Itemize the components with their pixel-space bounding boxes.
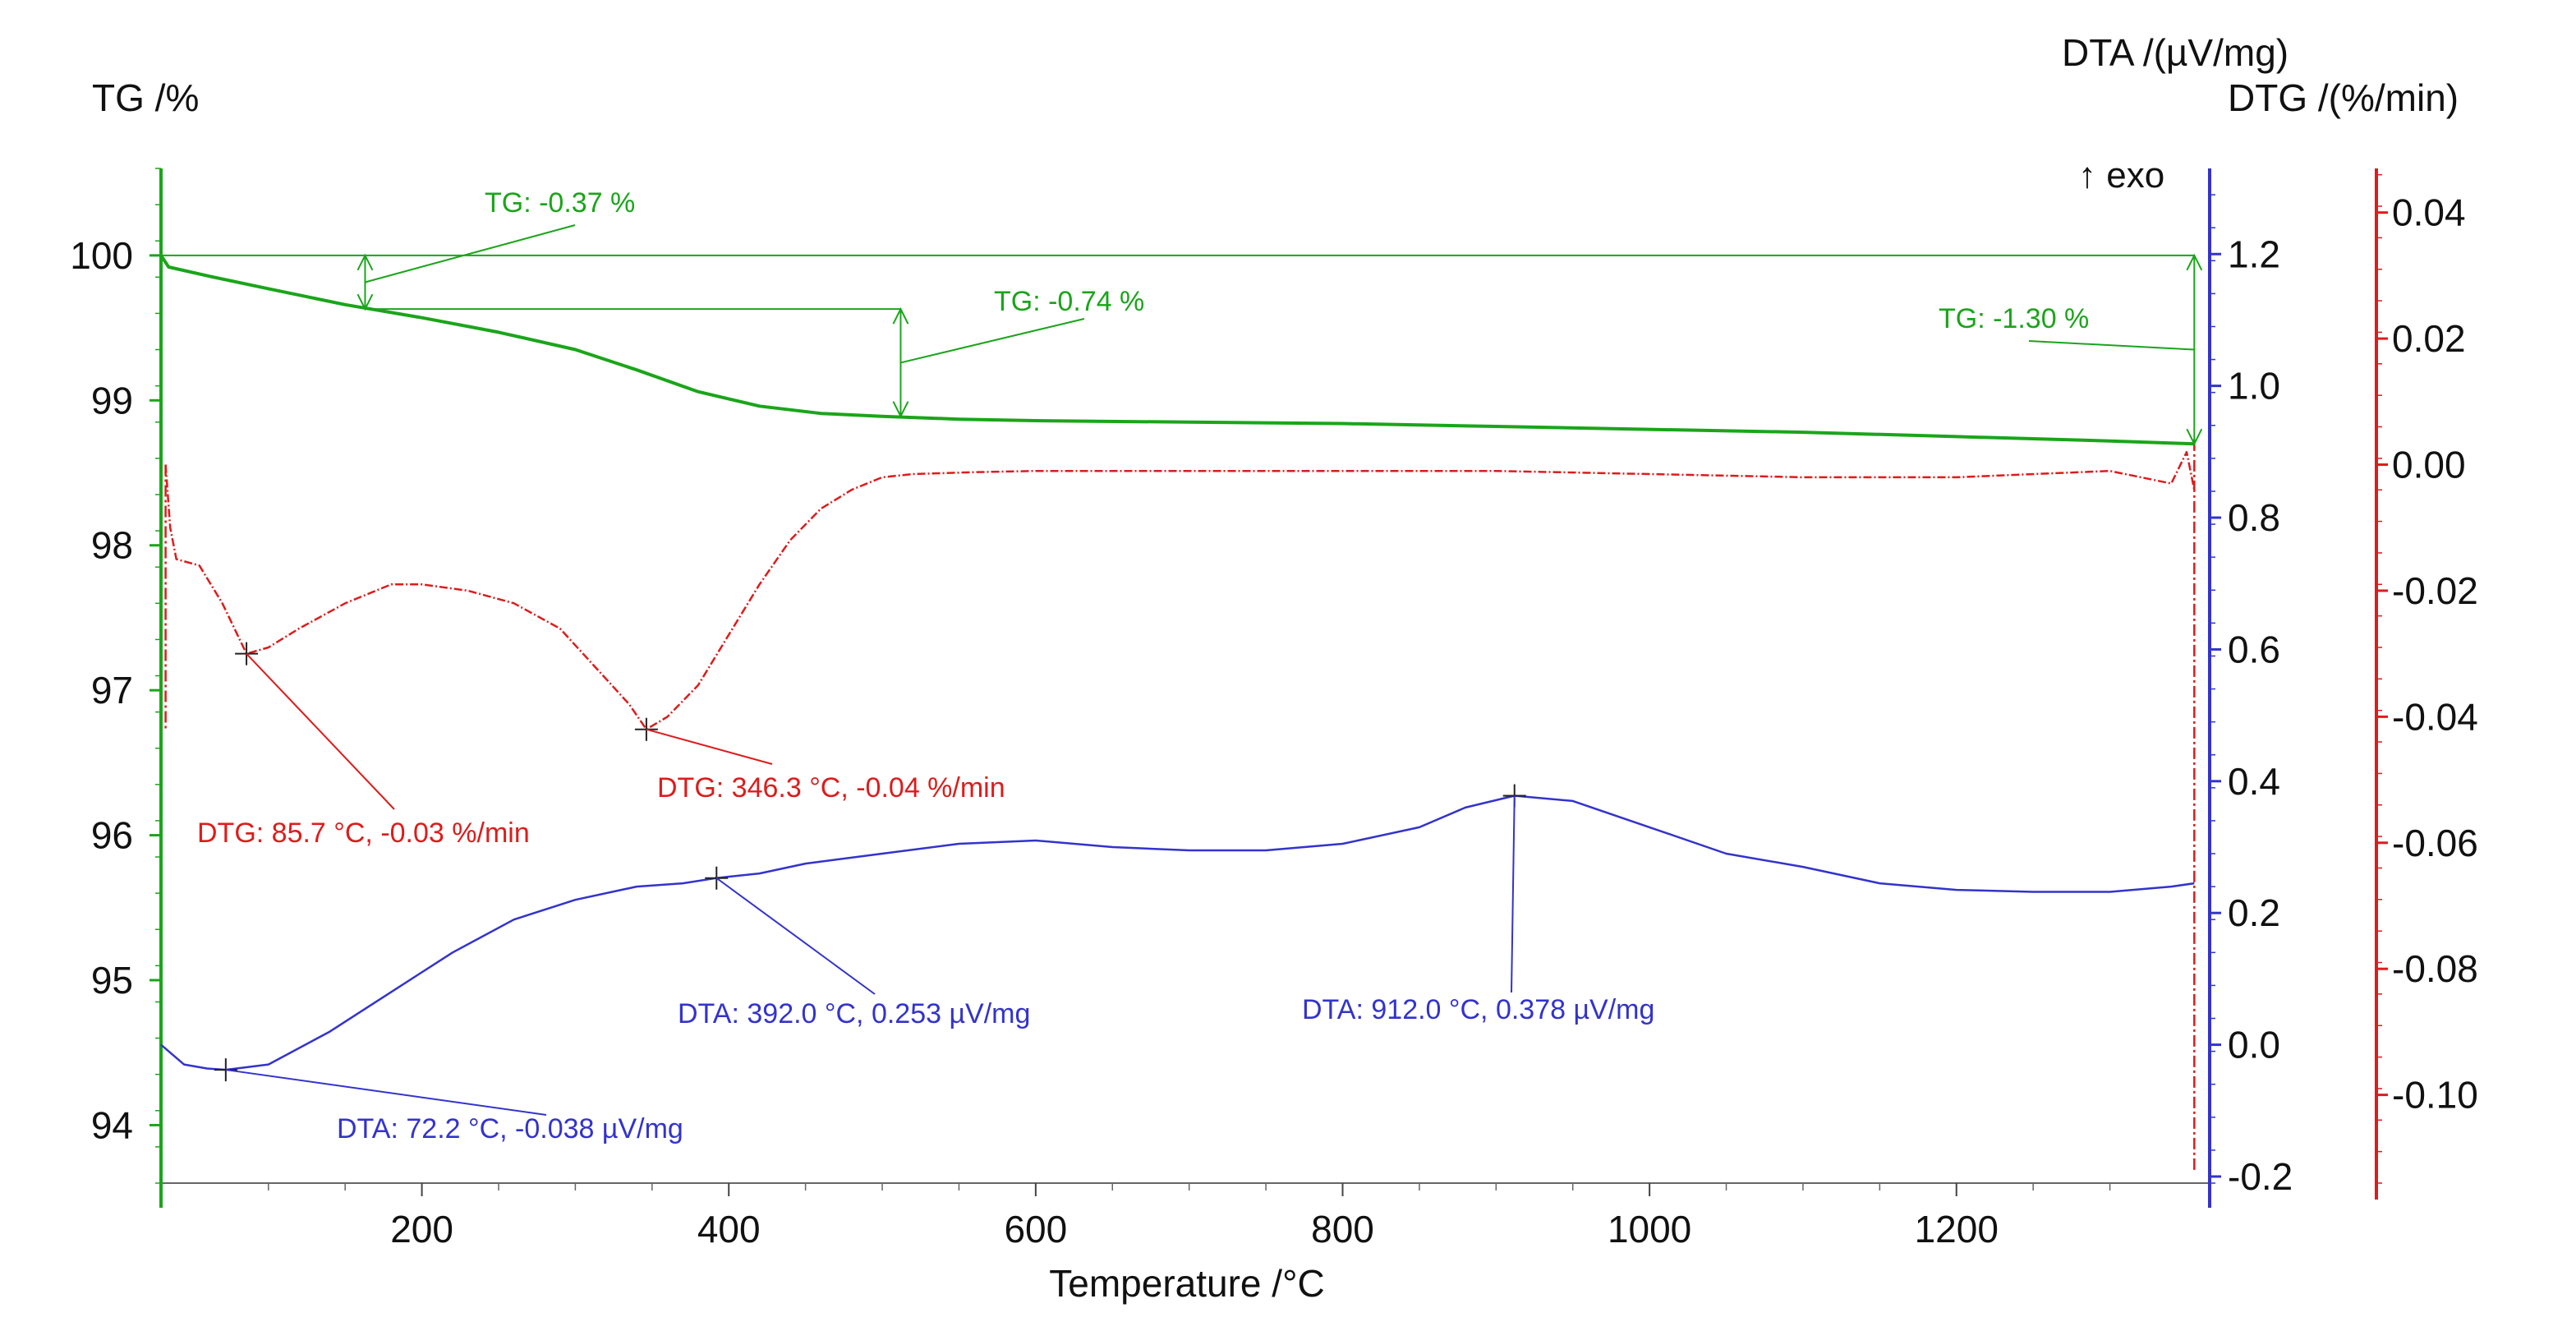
- tg-step-label: TG: -1.30 %: [1939, 303, 2089, 334]
- x-axis-title: Temperature /°C: [1049, 1262, 1324, 1305]
- dta-series-line: [160, 794, 2195, 1071]
- exo-label: ↑ exo: [2078, 155, 2164, 196]
- dta-peak-leader: [1511, 795, 1516, 993]
- dta-peak-label: DTA: 72.2 °C, -0.038 µV/mg: [337, 1113, 683, 1144]
- dtg-tick-label: -0.08: [2392, 947, 2478, 990]
- dta-peak-label: DTA: 392.0 °C, 0.253 µV/mg: [678, 998, 1030, 1029]
- dtg-tick-label: -0.10: [2392, 1074, 2478, 1117]
- x-tick-label: 200: [390, 1208, 453, 1250]
- tg-step-label: TG: -0.74 %: [994, 286, 1144, 317]
- tg-step-label: TG: -0.37 %: [485, 187, 635, 219]
- dtg-peak-label: DTG: 346.3 °C, -0.04 %/min: [657, 772, 1005, 804]
- dtg-tick-label: -0.02: [2392, 569, 2478, 612]
- x-tick-label: 1000: [1608, 1208, 1691, 1250]
- dtg-peak-label: DTG: 85.7 °C, -0.03 %/min: [197, 817, 530, 849]
- tg-tick-label: 95: [91, 959, 133, 1002]
- tg-tick-label: 94: [91, 1103, 133, 1146]
- dtg-peak-leader: [246, 652, 395, 810]
- dta-tick-label: 1.0: [2228, 365, 2280, 408]
- dta-axis-title: DTA /(µV/mg): [2062, 31, 2288, 74]
- dta-peak-leader: [715, 877, 876, 995]
- dta-tick-label: 1.2: [2228, 233, 2280, 275]
- dta-tick-label: 0.2: [2228, 891, 2280, 934]
- x-tick-label: 800: [1311, 1208, 1374, 1250]
- dta-peak-label: DTA: 912.0 °C, 0.378 µV/mg: [1302, 994, 1654, 1025]
- dta-tick-label: -0.2: [2228, 1155, 2293, 1198]
- tg-axis-title: TG /%: [92, 76, 199, 119]
- tg-step-leader: [365, 224, 576, 283]
- dta-tick-label: 0.4: [2228, 760, 2280, 803]
- dtg-tick-label: 0.02: [2392, 317, 2466, 360]
- tg-step-arrowhead: [892, 306, 909, 325]
- tg-step-arrowhead: [2186, 428, 2203, 446]
- x-tick-label: 1200: [1915, 1208, 1999, 1250]
- x-tick-label: 400: [697, 1208, 761, 1250]
- dtg-tick-label: 0.00: [2392, 444, 2466, 486]
- tg-step-arrowhead: [2186, 253, 2203, 271]
- tg-step-arrowhead: [356, 253, 374, 271]
- tg-step-arrowhead: [892, 401, 909, 418]
- tg-tick-label: 98: [91, 524, 133, 567]
- tg-step-leader: [900, 318, 1085, 364]
- dtg-tick-label: -0.04: [2392, 695, 2478, 738]
- x-tick-label: 600: [1004, 1208, 1067, 1250]
- dtg-tick-label: 0.04: [2392, 191, 2466, 234]
- dtg-peak-leader: [646, 728, 773, 765]
- tg-series-line: [159, 254, 2195, 446]
- tg-step-leader: [2028, 340, 2195, 351]
- tg-tick-label: 100: [70, 234, 133, 277]
- dtg-series-line: [164, 450, 2196, 730]
- tg-tick-label: 99: [91, 379, 133, 421]
- dtg-tick-label: -0.06: [2392, 822, 2478, 864]
- tg-tick-label: 97: [91, 669, 133, 712]
- dta-tick-label: 0.8: [2228, 496, 2280, 539]
- dta-peak-marker: [214, 1058, 237, 1082]
- dtg-axis-title: DTG /(%/min): [2228, 76, 2459, 119]
- dta-tick-label: 0.6: [2228, 628, 2280, 670]
- dta-tick-label: 0.0: [2228, 1024, 2280, 1066]
- dta-peak-leader: [225, 1069, 547, 1116]
- tg-tick-label: 96: [91, 814, 133, 857]
